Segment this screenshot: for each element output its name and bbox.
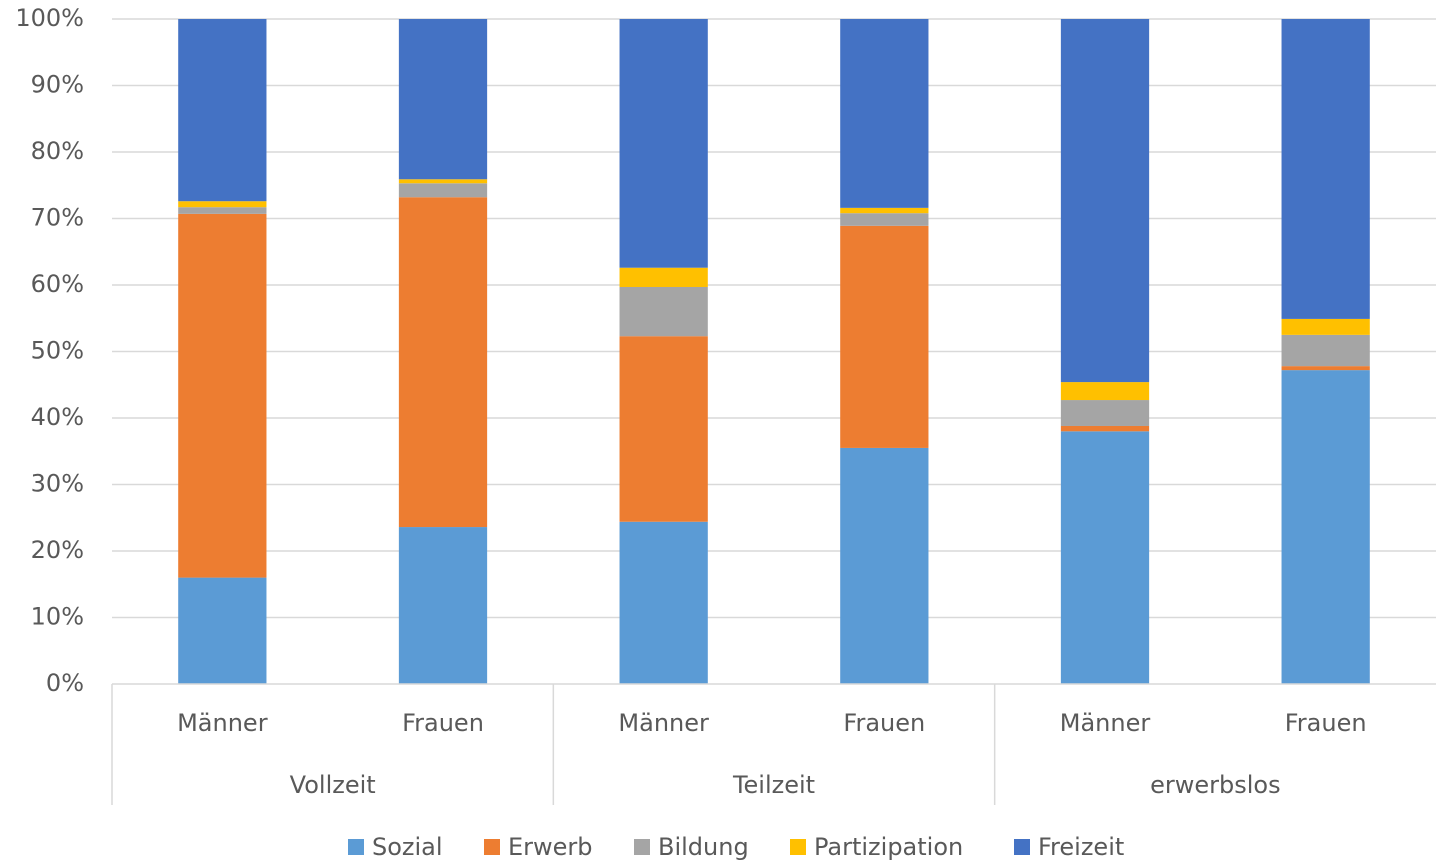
bar-segment bbox=[398, 179, 488, 184]
bar-segment bbox=[1281, 370, 1370, 684]
bar-segment bbox=[1060, 400, 1150, 426]
legend-label: Freizeit bbox=[1038, 833, 1124, 861]
bar-segment bbox=[840, 19, 929, 208]
legend-label: Bildung bbox=[658, 833, 749, 861]
y-tick-label: 40% bbox=[31, 403, 84, 431]
bar-segment bbox=[619, 267, 708, 287]
bar-segment bbox=[1281, 318, 1370, 335]
y-tick-label: 80% bbox=[31, 137, 84, 165]
y-tick-label: 30% bbox=[31, 470, 84, 498]
bar-segment bbox=[398, 527, 488, 684]
group-label: Teilzeit bbox=[732, 771, 815, 799]
bar-segment bbox=[1060, 382, 1150, 401]
legend-swatch bbox=[484, 839, 500, 855]
x-tick-label: Frauen bbox=[1285, 709, 1367, 737]
x-tick-label: Männer bbox=[177, 709, 268, 737]
bar-segment bbox=[619, 19, 708, 268]
y-tick-label: 0% bbox=[46, 669, 84, 697]
legend-swatch bbox=[634, 839, 650, 855]
x-tick-label: Frauen bbox=[402, 709, 484, 737]
y-tick-label: 10% bbox=[31, 603, 84, 631]
bar-segment bbox=[840, 213, 929, 226]
legend-label: Partizipation bbox=[814, 833, 963, 861]
bar-segment bbox=[1281, 334, 1370, 367]
group-label: Vollzeit bbox=[290, 771, 376, 799]
x-tick-label: Männer bbox=[1060, 709, 1151, 737]
legend-swatch bbox=[1014, 839, 1030, 855]
bar-segment bbox=[178, 207, 267, 214]
legend-swatch bbox=[348, 839, 364, 855]
bar-segment bbox=[1281, 366, 1370, 371]
bar-segment bbox=[398, 197, 488, 528]
bar-segment bbox=[619, 286, 708, 337]
bar-segment bbox=[178, 213, 267, 578]
bar-segment bbox=[840, 225, 929, 448]
bar-segment bbox=[178, 19, 267, 202]
bar-segment bbox=[619, 521, 708, 684]
bar-segment bbox=[619, 336, 708, 522]
y-tick-label: 60% bbox=[31, 270, 84, 298]
y-tick-label: 20% bbox=[31, 536, 84, 564]
bar-segment bbox=[1060, 19, 1150, 383]
bar-segment bbox=[178, 201, 267, 208]
legend-label: Sozial bbox=[372, 833, 443, 861]
bar-segment bbox=[1060, 425, 1150, 432]
bar-segment bbox=[398, 183, 488, 198]
y-tick-label: 90% bbox=[31, 71, 84, 99]
x-tick-label: Männer bbox=[618, 709, 709, 737]
group-label: erwerbslos bbox=[1150, 771, 1281, 799]
y-tick-label: 50% bbox=[31, 337, 84, 365]
bar-segment bbox=[398, 19, 488, 180]
bar-segment bbox=[1281, 19, 1370, 319]
legend-swatch bbox=[790, 839, 806, 855]
legend-label: Erwerb bbox=[508, 833, 593, 861]
bar-segment bbox=[840, 447, 929, 684]
bar-segment bbox=[178, 577, 267, 684]
bar-segment bbox=[1060, 431, 1150, 684]
x-tick-label: Frauen bbox=[843, 709, 925, 737]
bar-segment bbox=[840, 207, 929, 214]
y-tick-label: 100% bbox=[15, 4, 84, 32]
y-tick-label: 70% bbox=[31, 204, 84, 232]
